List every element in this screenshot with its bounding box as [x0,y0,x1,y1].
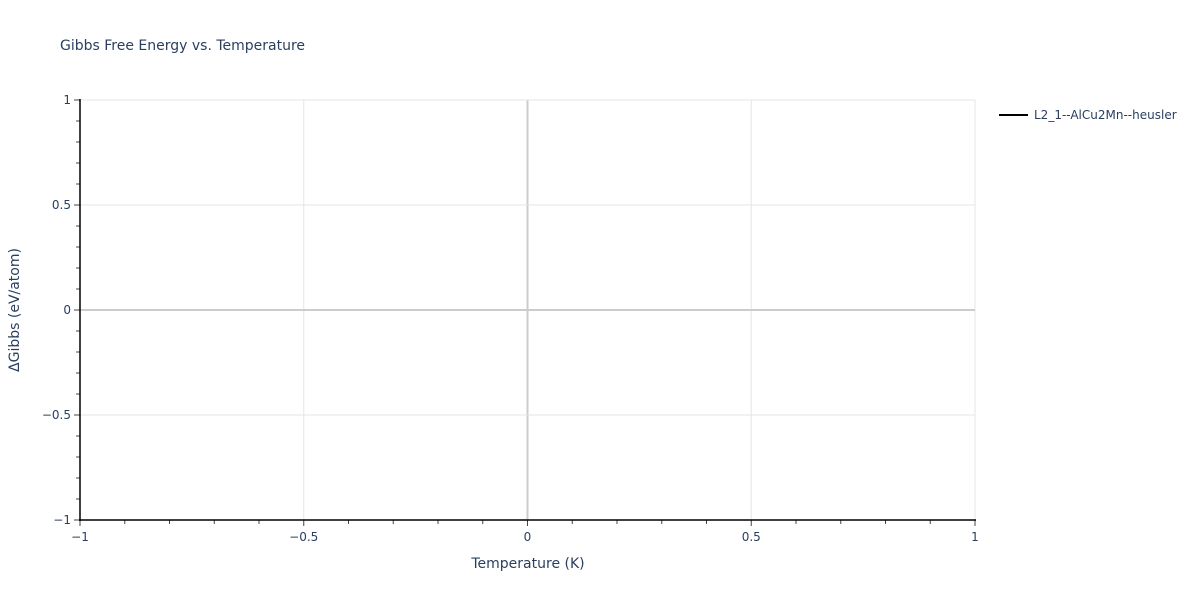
x-tick-label: −0.5 [289,530,318,544]
y-tick-label: 0 [63,303,71,317]
y-tick-label: −1 [53,513,71,527]
x-tick-label: 1 [971,530,979,544]
legend[interactable]: L2_1--AlCu2Mn--heusler [999,108,1177,122]
grid [80,99,976,520]
x-tick-label: 0.5 [742,530,761,544]
ticks [74,99,976,526]
x-tick-label: 0 [524,530,532,544]
chart-title: Gibbs Free Energy vs. Temperature [60,38,305,54]
x-tick-label: −1 [71,530,89,544]
legend-label[interactable]: L2_1--AlCu2Mn--heusler [1034,108,1177,122]
y-axis-title: ΔGibbs (eV/atom) [7,248,23,372]
y-tick-label: 1 [63,93,71,107]
y-tick-label: 0.5 [52,198,71,212]
y-tick-label: −0.5 [42,408,71,422]
x-axis-title: Temperature (K) [470,556,584,572]
